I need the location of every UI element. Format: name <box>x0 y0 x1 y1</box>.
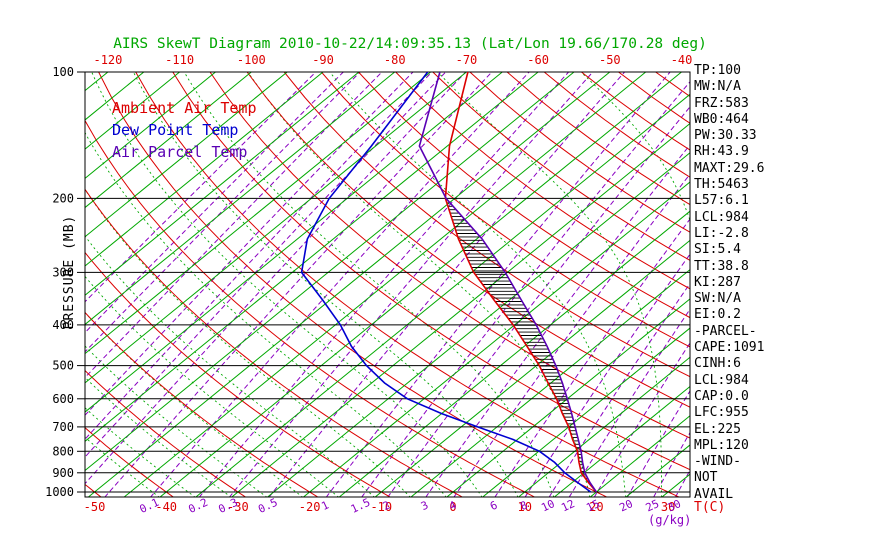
mixing-ratio-label: 4 <box>447 498 459 513</box>
stat-line: KI:287 <box>694 274 741 290</box>
pressure-tick-label: 800 <box>52 444 74 458</box>
mixing-ratio-lines <box>85 72 690 497</box>
stat-line: EI:0.2 <box>694 307 741 323</box>
pressure-tick-label: 600 <box>52 392 74 406</box>
legend-item: Dew Point Temp <box>112 121 239 139</box>
top-temp-label: -40 <box>671 53 693 67</box>
pressure-tick-label: 700 <box>52 420 74 434</box>
bottom-temp-label: 20 <box>589 500 603 514</box>
stat-line: CINH:6 <box>694 356 741 372</box>
legend-item: Ambient Air Temp <box>112 99 257 117</box>
mixing-ratio-label: 20 <box>617 497 635 514</box>
pressure-tick-label: 100 <box>52 65 74 79</box>
top-temp-label: -100 <box>237 53 266 67</box>
mixing-ratio-label: 15 <box>584 497 602 514</box>
stat-line: MAXT:29.6 <box>694 160 765 176</box>
stat-line: RH:43.9 <box>694 144 749 160</box>
mixing-ratio-label: 0.5 <box>256 496 280 516</box>
stat-line: FRZ:583 <box>694 95 749 111</box>
stat-line: TT:38.8 <box>694 258 749 274</box>
bottom-temp-label: -30 <box>227 500 249 514</box>
stat-line: NOT <box>694 470 718 486</box>
mixing-ratio-label: 3 <box>419 499 430 514</box>
stat-line: TH:5463 <box>694 177 749 193</box>
sounding-curves <box>300 72 598 493</box>
stat-line: CAP:0.0 <box>694 388 749 404</box>
stat-line: MPL:120 <box>694 437 749 453</box>
stat-line: LI:-2.8 <box>694 225 749 241</box>
stat-line: MW:N/A <box>694 79 741 95</box>
stat-line: SI:5.4 <box>694 242 741 258</box>
pressure-axis-label: PRESSURE (MB) <box>62 215 77 330</box>
top-temp-label: -70 <box>456 53 478 67</box>
bottom-temp-label: 0 <box>449 500 456 514</box>
stat-line: AVAIL <box>694 486 734 502</box>
stat-line: L57:6.1 <box>694 193 749 209</box>
bottom-temp-label: -10 <box>370 500 392 514</box>
top-temp-label: -60 <box>527 53 549 67</box>
top-temp-label: -80 <box>384 53 406 67</box>
isotherm-lines <box>85 72 690 497</box>
top-temp-label: -120 <box>93 53 122 67</box>
chart-title: AIRS SkewT Diagram 2010-10-22/14:09:35.1… <box>113 36 707 52</box>
stats-panel: TP:100 MW:N/A FRZ:583 WB0:464 PW:30.33 RH:43.… <box>694 63 764 503</box>
top-temp-label: -110 <box>165 53 194 67</box>
stat-line: -WIND- <box>694 454 741 470</box>
legend-item: Air Parcel Temp <box>112 143 248 161</box>
bottom-temp-label: -20 <box>299 500 321 514</box>
stat-line: EL:225 <box>694 421 741 437</box>
top-temp-label: -50 <box>599 53 621 67</box>
temp-unit-label: T(C) <box>694 500 725 515</box>
pressure-tick-label: 200 <box>52 191 74 205</box>
mixing-ratio-label: 10 <box>539 497 557 514</box>
mixing-ratio-label: 1 <box>319 499 330 514</box>
legend: Ambient Air Temp Dew Point Temp Air Parcel… <box>112 97 257 163</box>
mixing-ratio-label: 0.2 <box>186 496 210 516</box>
bottom-temp-label: -40 <box>155 500 177 514</box>
mixing-unit-label: (g/kg) <box>648 513 691 527</box>
stat-line: PW:30.33 <box>694 128 757 144</box>
stat-line: LCL:984 <box>694 209 749 225</box>
mixing-ratio-label: 8 <box>518 499 529 514</box>
pressure-tick-label: 500 <box>52 359 74 373</box>
bottom-temp-label: 10 <box>517 500 531 514</box>
stat-line: WB0:464 <box>694 111 749 127</box>
mixing-ratio-label: 1.5 <box>349 496 373 516</box>
mixing-ratio-label: 30 <box>666 497 684 514</box>
mixing-ratio-label: 12 <box>559 497 577 514</box>
pressure-tick-label: 1000 <box>45 485 74 499</box>
mixing-ratio-label: 2 <box>381 499 392 514</box>
mixing-ratio-label: 6 <box>488 499 499 514</box>
mixing-ratio-label: 25 <box>644 497 662 514</box>
top-temp-label: -90 <box>312 53 334 67</box>
pressure-gridlines <box>84 71 691 498</box>
stat-line: LCL:984 <box>694 372 749 388</box>
bottom-temp-label: -50 <box>84 500 106 514</box>
stat-line: SW:N/A <box>694 291 741 307</box>
pressure-tick-label: 300 <box>52 265 74 279</box>
pressure-tick-label: 900 <box>52 466 74 480</box>
stat-line: -PARCEL- <box>694 323 757 339</box>
dry-adiabat-lines <box>85 72 690 497</box>
stat-line: CAPE:1091 <box>694 340 765 356</box>
pressure-tick-label: 400 <box>52 318 74 332</box>
stat-line: TP:100 <box>694 63 741 78</box>
bottom-temp-label: 30 <box>661 500 675 514</box>
stat-line: LFC:955 <box>694 405 749 421</box>
